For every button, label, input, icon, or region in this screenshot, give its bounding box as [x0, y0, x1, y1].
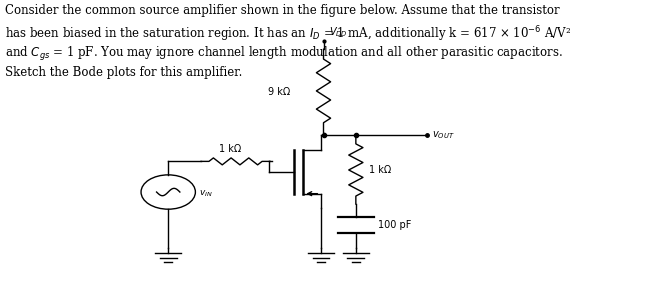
Text: Sketch the Bode plots for this amplifier.: Sketch the Bode plots for this amplifier…	[5, 66, 243, 79]
Text: 1 kΩ: 1 kΩ	[369, 164, 391, 174]
Text: $v_{OUT}$: $v_{OUT}$	[432, 129, 454, 141]
Text: $v_{IN}$: $v_{IN}$	[199, 189, 212, 199]
Text: 100 pF: 100 pF	[378, 220, 412, 230]
Text: 9 kΩ: 9 kΩ	[268, 87, 290, 97]
Text: 1 kΩ: 1 kΩ	[219, 144, 241, 154]
Text: Consider the common source amplifier shown in the figure below. Assume that the : Consider the common source amplifier sho…	[5, 4, 560, 17]
Text: $V_{DD}$: $V_{DD}$	[329, 25, 347, 39]
Text: has been biased in the saturation region. It has an $I_D$ = 1 mA, additionally k: has been biased in the saturation region…	[5, 25, 571, 45]
Text: and $C_{gs}$ = 1 pF. You may ignore channel length modulation and all other para: and $C_{gs}$ = 1 pF. You may ignore chan…	[5, 45, 563, 63]
